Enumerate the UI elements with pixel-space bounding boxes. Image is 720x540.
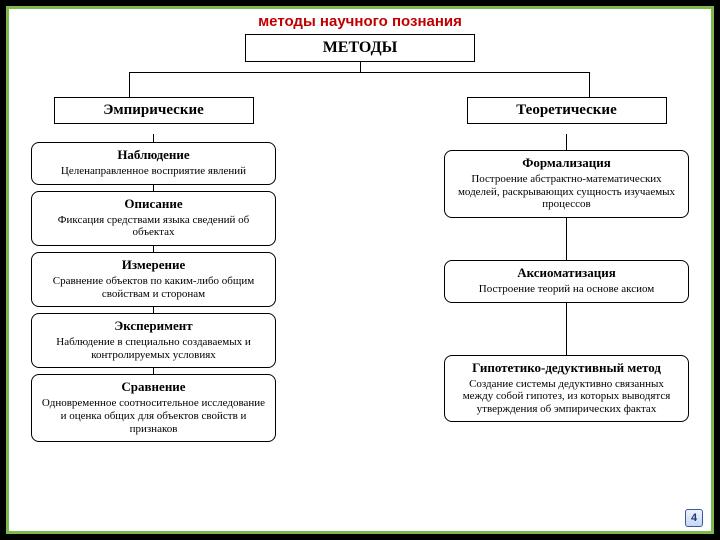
- root-methods-box: МЕТОДЫ: [245, 34, 475, 62]
- node-title: Эксперимент: [40, 318, 267, 334]
- outer-frame: методы научного познания МЕТОДЫ Эмпириче…: [0, 0, 720, 540]
- node-description: Описание Фиксация средствами языка сведе…: [31, 191, 276, 246]
- node-title: Наблюдение: [40, 147, 267, 163]
- tree-branch: [129, 72, 589, 73]
- connector: [566, 134, 567, 150]
- node-comparison: Сравнение Одновременное соотносительное …: [31, 374, 276, 442]
- columns: Эмпирические Наблюдение Целенаправленное…: [9, 97, 711, 442]
- node-measurement: Измерение Сравнение объектов по каким-ли…: [31, 252, 276, 307]
- node-title: Формализация: [453, 155, 680, 171]
- slide-title: методы научного познания: [9, 9, 711, 32]
- node-desc: Наблюдение в специально создаваемых и ко…: [40, 336, 267, 361]
- tree-stem: [360, 62, 361, 72]
- node-desc: Сравнение объектов по каким-либо общим с…: [40, 275, 267, 300]
- right-column: Теоретические Формализация Построение аб…: [444, 97, 689, 442]
- slide-frame: методы научного познания МЕТОДЫ Эмпириче…: [6, 6, 714, 534]
- tree-drop-right: [589, 72, 590, 97]
- node-desc: Построение абстрактно-математических мод…: [453, 173, 680, 211]
- node-title: Аксиоматизация: [453, 265, 680, 281]
- left-column: Эмпирические Наблюдение Целенаправленное…: [31, 97, 276, 442]
- tree-drop-left: [129, 72, 130, 97]
- page-number: 4: [685, 509, 703, 527]
- connector: [153, 134, 154, 142]
- node-title: Описание: [40, 196, 267, 212]
- category-empirical: Эмпирические: [54, 97, 254, 124]
- node-axiomatization: Аксиоматизация Построение теорий на осно…: [444, 260, 689, 303]
- connector: [566, 303, 567, 355]
- node-title: Измерение: [40, 257, 267, 273]
- node-experiment: Эксперимент Наблюдение в специально созд…: [31, 313, 276, 368]
- node-desc: Создание системы дедуктивно связанных ме…: [453, 378, 680, 416]
- node-desc: Фиксация средствами языка сведений об об…: [40, 214, 267, 239]
- node-desc: Целенаправленное восприятие явлений: [40, 165, 267, 178]
- node-formalization: Формализация Построение абстрактно-матем…: [444, 150, 689, 218]
- connector: [566, 218, 567, 260]
- node-desc: Построение теорий на основе аксиом: [453, 283, 680, 296]
- connector: [153, 185, 154, 191]
- node-observation: Наблюдение Целенаправленное восприятие я…: [31, 142, 276, 185]
- node-title: Сравнение: [40, 379, 267, 395]
- category-theoretical: Теоретические: [467, 97, 667, 124]
- node-desc: Одновременное соотносительное исследован…: [40, 397, 267, 435]
- node-title: Гипотетико-дедуктивный метод: [453, 360, 680, 376]
- node-hypothetico-deductive: Гипотетико-дедуктивный метод Создание си…: [444, 355, 689, 423]
